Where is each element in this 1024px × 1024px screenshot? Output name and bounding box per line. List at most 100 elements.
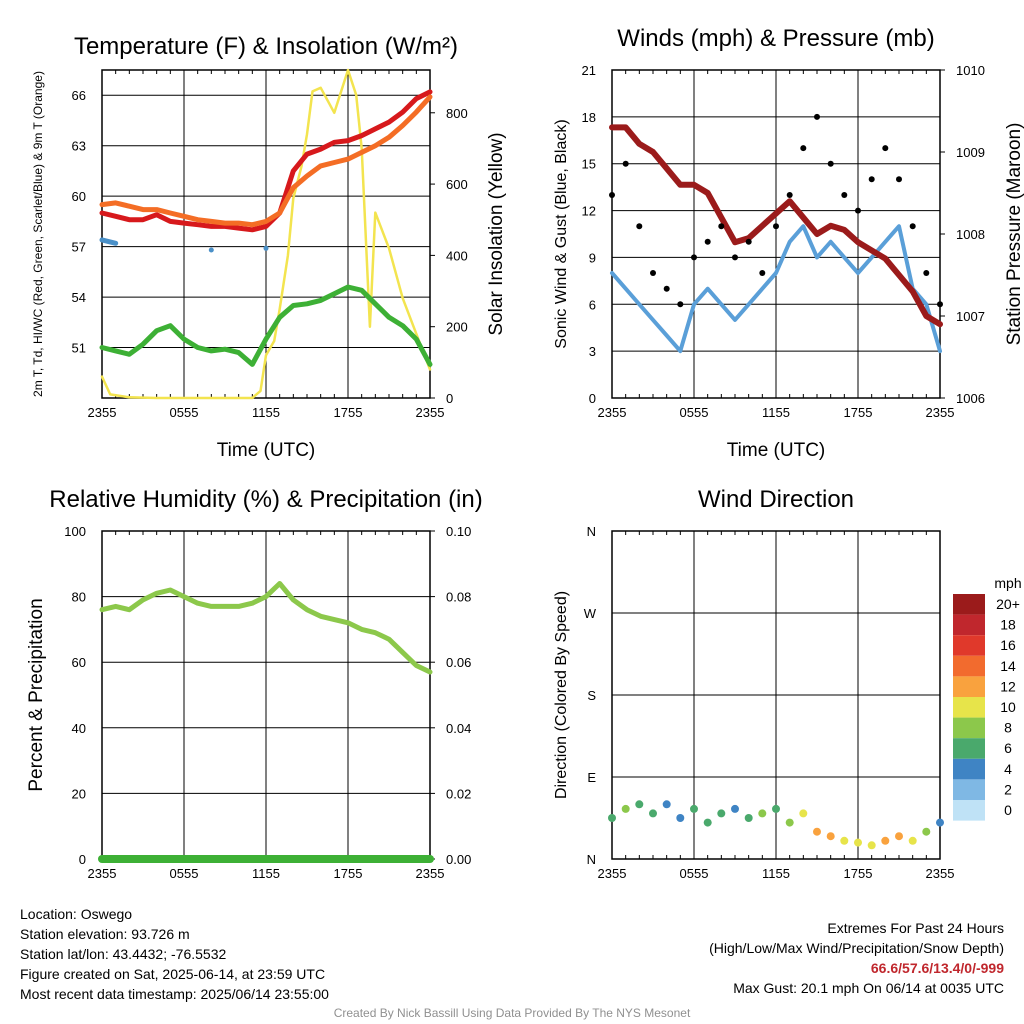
legend-label: 18: [1000, 617, 1016, 633]
legend-label: 10: [1000, 699, 1016, 715]
legend-swatch: [953, 635, 985, 656]
legend-swatch: [953, 614, 985, 636]
legend-swatch: [953, 697, 985, 718]
extremes-subtitle: (High/Low/Max Wind/Precipitation/Snow De…: [709, 940, 1004, 956]
x-tick-label: 1755: [844, 405, 873, 420]
panel-winds: 2355 0555 1155 1755 235503691215182110061007…: [553, 25, 1024, 461]
y-tick-label: 9: [589, 250, 596, 265]
y-right-tick-label: 1009: [956, 145, 985, 160]
y-right-tick-label: 0.00: [446, 852, 471, 867]
chart-title: Wind Direction: [698, 486, 854, 513]
legend-swatch: [953, 717, 985, 739]
y-right-tick-label: 400: [446, 248, 468, 263]
x-axis-label: Time (UTC): [727, 440, 826, 461]
chart-title: Winds (mph) & Pressure (mb): [617, 25, 934, 52]
direction-point: [744, 814, 753, 822]
y-tick-label: 100: [64, 524, 86, 539]
y-right-axis-label: Station Pressure (Maroon): [1004, 123, 1024, 346]
credit-line: Created By Nick Bassill Using Data Provi…: [333, 1006, 691, 1020]
y-tick-label: 60: [72, 189, 86, 204]
plot-frame: [611, 530, 941, 860]
station-latlon: Station lat/lon: 43.4432; -76.5532: [20, 946, 227, 962]
direction-point: [895, 832, 903, 841]
direction-point: [662, 800, 671, 809]
gust-point: [882, 145, 889, 152]
humidity-line: [99, 581, 433, 675]
legend-label: 2: [1004, 781, 1012, 797]
x-axis-label: Time (UTC): [217, 440, 316, 461]
gust-point: [937, 301, 943, 308]
y-tick-label: 3: [589, 344, 596, 359]
legend-label: 8: [1004, 720, 1012, 736]
gust-point: [691, 254, 697, 261]
x-tick-label: 0555: [680, 866, 709, 881]
recent-timestamp: Most recent data timestamp: 2025/06/14 2…: [20, 986, 329, 1002]
legend-swatch: [953, 758, 985, 780]
x-tick-label: 2355: [416, 866, 445, 881]
direction-point: [867, 841, 876, 850]
station-location: Location: Oswego: [20, 906, 133, 922]
direction-point: [717, 809, 726, 818]
legend-swatch: [953, 779, 985, 800]
series-line-2m-t: [99, 89, 433, 233]
series-line-hi-wc: [99, 237, 119, 246]
extremes-title: Extremes For Past 24 Hours: [827, 920, 1004, 936]
legend-title: mph: [994, 575, 1021, 591]
gust-point: [663, 285, 670, 292]
direction-point: [799, 809, 808, 818]
gust-point: [827, 160, 834, 167]
y-tick-label: 54: [72, 290, 86, 305]
gust-point: [677, 301, 684, 308]
y-tick-label: E: [587, 770, 596, 785]
station-info: Location: Oswego Station elevation: 93.7…: [20, 904, 329, 1004]
x-tick-label: 2355: [598, 866, 627, 881]
gust-point: [909, 223, 916, 230]
wind-speed-line: [610, 224, 942, 354]
legend-label: 16: [1000, 637, 1016, 653]
direction-point: [813, 827, 821, 836]
gust-point: [732, 254, 738, 261]
direction-point: [635, 800, 644, 809]
gust-point: [923, 270, 930, 276]
x-tick-label: 0555: [170, 405, 199, 420]
direction-point: [785, 818, 794, 827]
panel-humidity: 2355 0555 1155 1755 23550204060801000.000.02…: [26, 486, 483, 881]
y-right-tick-label: 1007: [956, 309, 985, 324]
y-right-tick-label: 800: [446, 106, 468, 121]
series-line-td: [99, 284, 433, 367]
y-tick-label: N: [587, 524, 596, 539]
gust-point: [745, 238, 752, 245]
gust-point: [855, 207, 861, 214]
legend-label: 12: [1000, 678, 1016, 694]
speed-legend: mph 20+ 18 16 14 12 10 8 6 4 2 0: [953, 575, 1022, 821]
gust-point: [786, 192, 793, 198]
x-tick-label: 1755: [844, 866, 873, 881]
y-tick-label: N: [587, 852, 596, 867]
y-tick-label: 15: [582, 157, 596, 172]
gust-point: [868, 176, 875, 183]
y-tick-label: 21: [582, 63, 596, 78]
x-tick-label: 2355: [926, 866, 955, 881]
gust-point: [841, 192, 848, 198]
x-tick-label: 1755: [334, 405, 363, 420]
direction-point: [908, 836, 917, 845]
direction-point: [840, 836, 849, 845]
y-tick-label: 18: [582, 110, 596, 125]
y-right-tick-label: 1008: [956, 227, 985, 242]
x-tick-label: 2355: [598, 405, 627, 420]
max-gust: Max Gust: 20.1 mph On 06/14 at 0035 UTC: [733, 980, 1004, 996]
gust-point: [609, 192, 615, 198]
direction-point: [881, 836, 890, 845]
direction-point: [690, 804, 698, 813]
plot-frame: [611, 69, 941, 399]
legend-swatch: [953, 738, 985, 759]
y-tick-label: 12: [582, 204, 596, 219]
y-tick-label: 40: [72, 721, 86, 736]
legend-swatch: [953, 655, 985, 677]
series-line-9m-t: [99, 94, 433, 228]
y-tick-label: 66: [72, 88, 86, 103]
x-tick-label: 1155: [252, 405, 280, 420]
gust-point: [814, 113, 820, 120]
y-axis-label: Percent & Precipitation: [26, 598, 47, 791]
